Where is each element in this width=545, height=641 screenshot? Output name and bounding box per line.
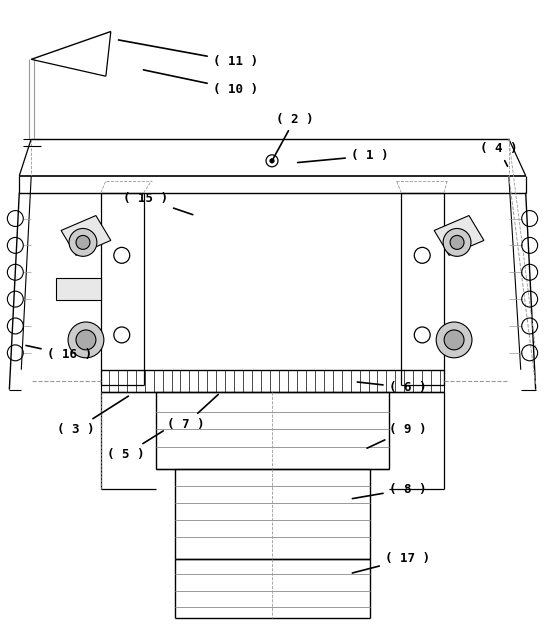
Circle shape <box>444 330 464 350</box>
Text: ( 9 ): ( 9 ) <box>367 423 426 448</box>
Circle shape <box>69 228 97 256</box>
Text: ( 8 ): ( 8 ) <box>353 483 426 499</box>
Polygon shape <box>61 215 111 255</box>
Text: ( 16 ): ( 16 ) <box>26 345 92 362</box>
Text: ( 17 ): ( 17 ) <box>352 553 430 573</box>
Polygon shape <box>434 215 484 255</box>
Circle shape <box>76 235 90 249</box>
Text: ( 5 ): ( 5 ) <box>107 431 163 461</box>
Text: ( 6 ): ( 6 ) <box>358 381 426 394</box>
Circle shape <box>436 322 472 358</box>
Text: ( 15 ): ( 15 ) <box>123 192 193 215</box>
Text: ( 1 ): ( 1 ) <box>298 149 388 163</box>
FancyBboxPatch shape <box>56 278 101 300</box>
Circle shape <box>443 228 471 256</box>
Text: ( 7 ): ( 7 ) <box>167 394 218 431</box>
Circle shape <box>68 322 104 358</box>
Circle shape <box>270 159 274 163</box>
Text: ( 4 ): ( 4 ) <box>480 142 518 166</box>
Text: ( 10 ): ( 10 ) <box>143 70 258 96</box>
Text: ( 2 ): ( 2 ) <box>274 113 313 158</box>
Circle shape <box>76 330 96 350</box>
Text: ( 11 ): ( 11 ) <box>118 40 258 68</box>
Text: ( 3 ): ( 3 ) <box>57 396 129 436</box>
Circle shape <box>450 235 464 249</box>
